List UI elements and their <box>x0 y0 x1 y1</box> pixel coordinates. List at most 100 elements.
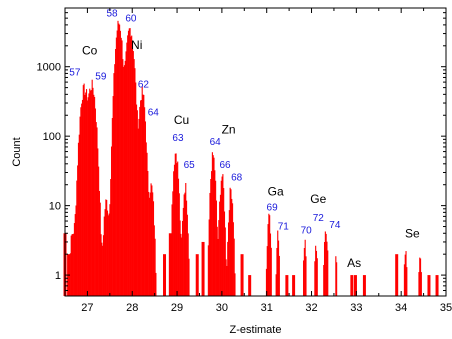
histogram-bar <box>419 257 421 296</box>
histogram-bar <box>116 30 118 297</box>
histogram-bar <box>125 51 127 296</box>
noise-bar <box>168 233 172 296</box>
histogram-bar <box>269 233 272 296</box>
histogram-bar <box>232 203 234 296</box>
histogram-bar <box>81 103 83 296</box>
histogram-bar <box>126 42 128 296</box>
histogram-bar <box>111 118 113 296</box>
histogram-bar <box>100 234 102 296</box>
histogram-bar <box>133 59 135 296</box>
histogram-bar <box>144 121 146 296</box>
histogram-bar <box>276 247 278 296</box>
histogram-bar <box>87 97 89 296</box>
histogram-bar <box>174 153 176 296</box>
histogram-bar <box>97 148 99 296</box>
histogram-bar <box>178 193 180 296</box>
histogram-bar <box>188 258 190 296</box>
histogram-bar <box>232 222 234 296</box>
isotope-label: 57 <box>69 67 81 78</box>
histogram-bar <box>315 245 317 296</box>
histogram-bar <box>222 174 224 296</box>
histogram-bar <box>150 183 152 296</box>
histogram-bar <box>229 187 231 296</box>
x-tick-label: 35 <box>440 302 452 314</box>
histogram-bar <box>176 163 178 296</box>
histogram-bar <box>233 238 235 296</box>
histogram-bar <box>223 211 226 296</box>
histogram-bar <box>69 253 71 296</box>
histogram-bar <box>77 142 80 296</box>
histogram-bar <box>132 51 134 297</box>
histogram-bar <box>74 214 76 296</box>
histogram-bar <box>86 100 88 296</box>
histogram-bar <box>208 219 210 296</box>
histogram-bar <box>148 191 150 296</box>
histogram-bar <box>135 82 137 297</box>
histogram-bar <box>70 235 72 296</box>
noise-bar <box>435 275 439 296</box>
histogram-bar <box>79 116 81 296</box>
histogram-bar <box>418 272 420 296</box>
histogram-bar <box>267 224 269 296</box>
histogram-bar <box>323 242 326 296</box>
histogram-bar <box>119 24 121 297</box>
x-tick-label: 33 <box>350 302 362 314</box>
histogram-bar <box>316 258 318 296</box>
isotope-label: 65 <box>184 160 196 171</box>
histogram-bar <box>148 197 151 296</box>
isotope-label: 64 <box>210 137 222 148</box>
histogram-bar <box>420 272 422 296</box>
isotope-label: 60 <box>125 13 137 24</box>
histogram-bar <box>182 207 184 296</box>
histogram-bar <box>234 273 236 296</box>
histogram-bar <box>403 264 405 296</box>
histogram-bar <box>71 234 73 296</box>
histogram-bar <box>217 238 219 296</box>
histogram-bar <box>114 64 116 297</box>
histogram-bar <box>149 192 151 296</box>
histogram-bar <box>136 104 138 296</box>
histogram-bar <box>173 164 176 296</box>
y-tick-label: 1000 <box>37 62 61 74</box>
histogram-bar <box>278 240 280 296</box>
histogram-bar <box>80 107 82 296</box>
histogram-bar <box>143 94 145 296</box>
histogram-bar <box>147 170 149 296</box>
histogram-bar <box>84 94 86 296</box>
histogram-bar <box>277 230 279 296</box>
histogram-bar <box>146 152 148 296</box>
histogram-bar <box>141 86 143 297</box>
noise-bar <box>350 275 354 296</box>
histogram-bar <box>152 192 154 296</box>
isotope-label: 63 <box>172 133 184 144</box>
histogram-bar <box>90 90 92 296</box>
histogram-bar <box>327 250 329 296</box>
x-tick-label: 32 <box>305 302 317 314</box>
histogram-bar <box>270 247 272 296</box>
histogram-bar <box>98 166 100 296</box>
histogram-bar <box>214 170 216 296</box>
histogram-bar <box>219 201 221 296</box>
histogram-bar <box>101 242 103 296</box>
noise-bar <box>427 275 431 296</box>
histogram-bar <box>122 59 124 296</box>
histogram-bar <box>228 210 230 296</box>
ticks-layer: 27 28 29 30 31 32 33 34 35 1 10 100 1000 <box>37 7 452 314</box>
histogram-bar <box>81 99 84 296</box>
histogram-bar <box>155 272 157 296</box>
histogram-bar <box>154 238 156 296</box>
x-axis-title: Z-estimate <box>230 324 282 336</box>
histogram-bar <box>177 178 180 296</box>
histogram-bar <box>153 225 155 296</box>
histogram-bar <box>72 234 74 296</box>
histogram-bar <box>103 216 105 296</box>
histogram-bar <box>127 30 130 296</box>
histogram-bar <box>78 134 80 296</box>
histogram-bar <box>82 85 84 297</box>
histogram-bar <box>177 161 179 296</box>
histogram-bar <box>127 35 129 297</box>
isotope-label: 62 <box>138 80 150 91</box>
histogram-bar <box>129 28 131 297</box>
element-label: Cu <box>174 113 189 127</box>
